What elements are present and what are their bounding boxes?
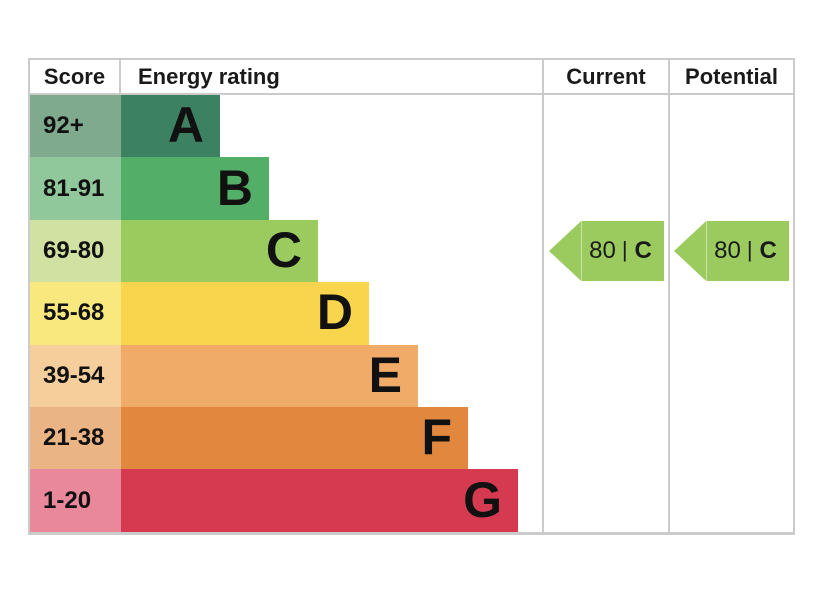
- band-letter-c: C: [265, 221, 302, 278]
- band-bar-c: C: [121, 219, 318, 283]
- current-score-value: 80: [589, 237, 616, 264]
- current-rating-arrow: 80 | C: [549, 221, 664, 281]
- score-range-f: 21-38: [30, 406, 121, 470]
- potential-column: Potential 80 | C: [668, 60, 793, 532]
- potential-arrow-divider: |: [746, 237, 753, 262]
- score-range-c: 69-80: [30, 219, 121, 283]
- header-energy-rating: Energy rating: [138, 63, 280, 89]
- current-arrow-divider: |: [621, 237, 628, 262]
- score-range-d: 55-68: [30, 282, 121, 345]
- current-column: Current 80 | C: [542, 60, 668, 532]
- band-row-a: 92+ A: [30, 95, 542, 158]
- potential-band-letter: C: [759, 237, 777, 264]
- table-header-row: Score Energy rating: [30, 60, 542, 95]
- band-letter-f: F: [421, 409, 452, 466]
- band-bar-g: G: [121, 469, 518, 532]
- band-bar-e: E: [121, 344, 418, 407]
- current-column-body: 80 | C: [544, 95, 668, 532]
- score-range-b: 81-91: [30, 157, 121, 220]
- current-band-letter: C: [634, 237, 652, 264]
- band-row-e: 39-54 E: [30, 344, 542, 407]
- band-row-d: 55-68 D: [30, 282, 542, 345]
- band-letter-b: B: [216, 159, 253, 216]
- band-letter-g: G: [463, 471, 502, 528]
- band-row-f: 21-38 F: [30, 406, 542, 470]
- band-letter-a: A: [167, 97, 204, 154]
- score-range-g: 1-20: [30, 469, 121, 532]
- band-bar-f: F: [121, 406, 468, 470]
- band-letter-e: E: [368, 346, 402, 403]
- potential-rating-arrow: 80 | C: [674, 221, 789, 281]
- band-row-g: 1-20 G: [30, 469, 542, 532]
- band-row-b: 81-91 B: [30, 157, 542, 220]
- rating-bands-section: Score Energy rating 92+ A 81-91 B 69-80 …: [30, 60, 542, 532]
- header-potential: Potential: [670, 60, 793, 95]
- band-bar-b: B: [121, 157, 269, 220]
- header-score: Score: [30, 60, 121, 93]
- potential-score-value: 80: [714, 237, 741, 264]
- band-bar-d: D: [121, 282, 369, 345]
- potential-column-body: 80 | C: [670, 95, 793, 532]
- rating-bands-body: 92+ A 81-91 B 69-80 C 55-68: [30, 95, 542, 532]
- score-range-a: 92+: [30, 95, 121, 158]
- score-range-e: 39-54: [30, 344, 121, 407]
- band-bar-a: A: [121, 95, 220, 158]
- header-current: Current: [544, 60, 668, 95]
- band-row-c: 69-80 C: [30, 219, 542, 283]
- band-letter-d: D: [316, 284, 353, 341]
- epc-rating-chart: Score Energy rating 92+ A 81-91 B 69-80 …: [28, 58, 795, 535]
